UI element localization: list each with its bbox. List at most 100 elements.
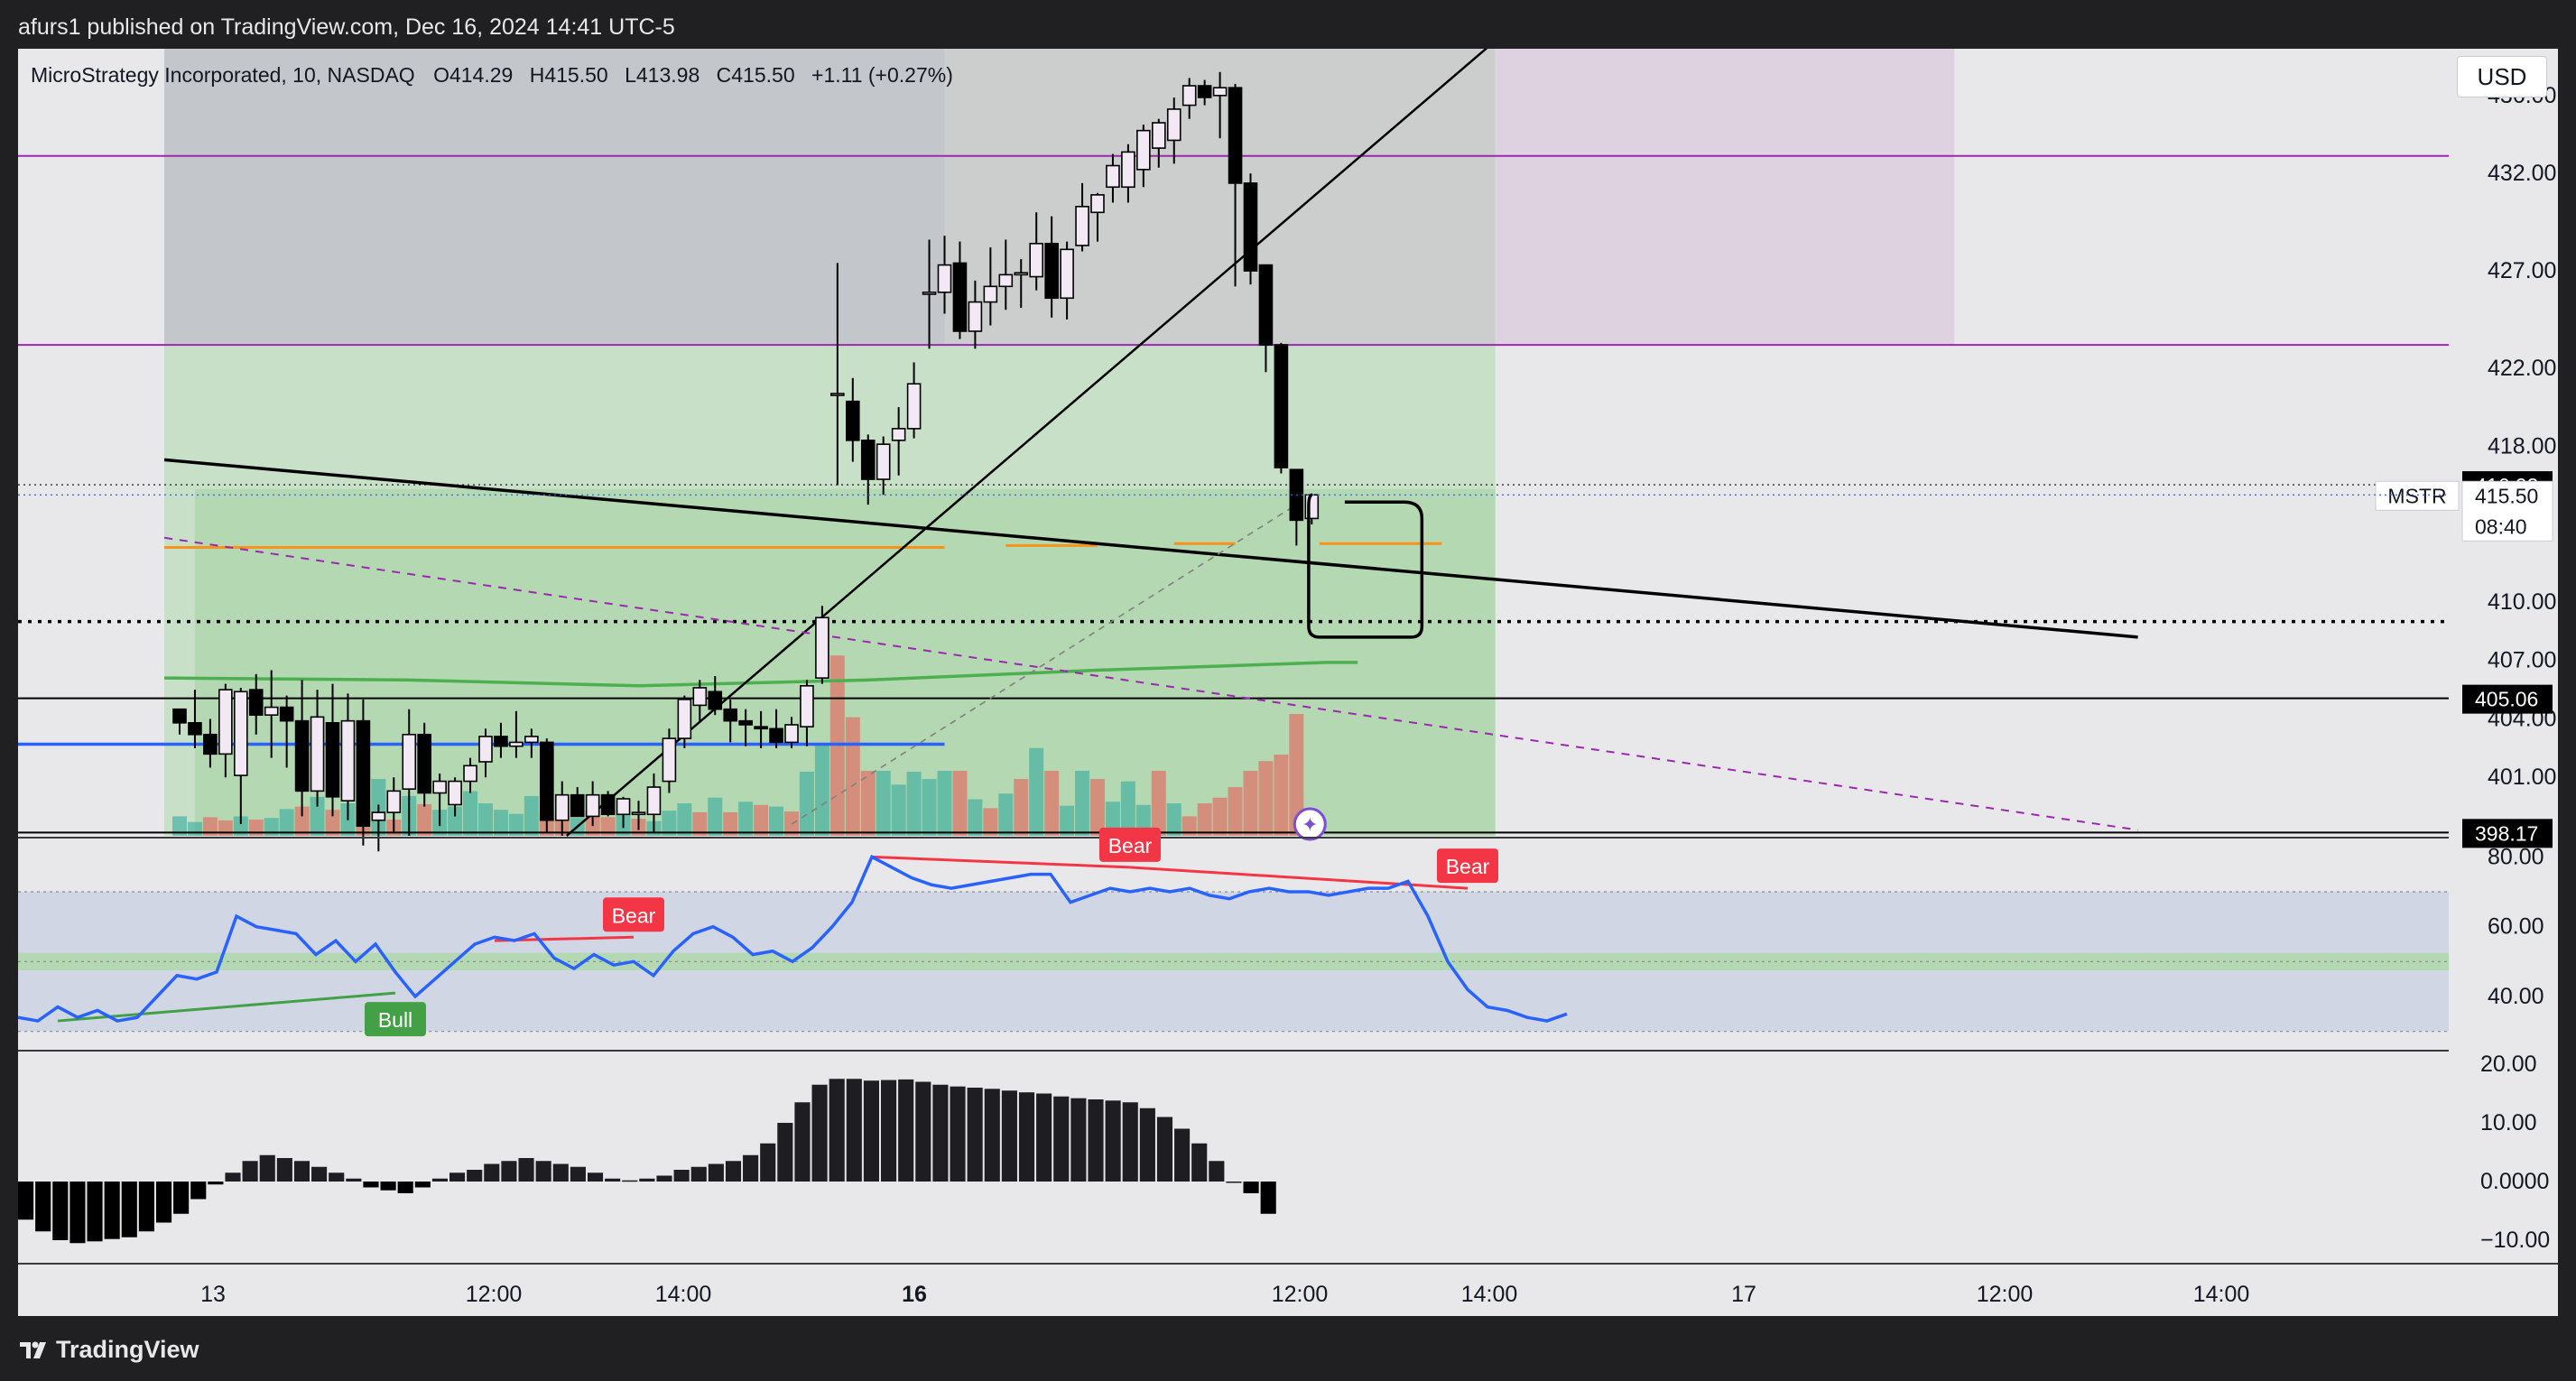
chart-area[interactable]: ✦BullBearBearBear436.00432.00427.00422.0…: [18, 49, 2558, 1316]
macd-histogram-bar: [1174, 1128, 1191, 1182]
rsi-tick-label: 40.00: [2488, 984, 2544, 1009]
candle-body: [1181, 85, 1197, 107]
macd-histogram-bar: [69, 1182, 86, 1244]
target-box: [1307, 493, 1424, 639]
candle: [1197, 79, 1212, 106]
close-value: 415.50: [731, 63, 795, 87]
candle: [891, 407, 906, 476]
price-tick-label: 410.00: [2488, 589, 2556, 615]
uptrend-line: [566, 49, 1488, 837]
macd-pane: [18, 1079, 1276, 1244]
candle-body: [600, 793, 616, 816]
volume-bar: [1197, 803, 1212, 836]
macd-histogram-bar: [1070, 1098, 1087, 1182]
pink-zone: [1495, 49, 1955, 346]
macd-histogram-bar: [587, 1172, 604, 1182]
time-tick-label: 12:00: [466, 1282, 523, 1307]
candle: [402, 709, 417, 836]
high-value: 415.50: [544, 63, 608, 87]
macd-histogram-bar: [605, 1178, 621, 1182]
candle-body: [860, 440, 876, 480]
volume-bar: [968, 799, 983, 836]
volume-bar: [310, 796, 325, 836]
macd-tick-label: 0.0000: [2480, 1169, 2549, 1194]
volume-bar: [1181, 816, 1197, 836]
candle: [1228, 83, 1243, 287]
ma-green-line: [164, 661, 1358, 688]
candle-body: [310, 716, 325, 792]
time-tick-label: 17: [1731, 1282, 1756, 1307]
price-tag-bg: [2461, 480, 2553, 542]
candle-body: [769, 728, 783, 744]
candle-body: [1044, 243, 1059, 300]
candle-body: [1258, 264, 1274, 346]
candle: [1106, 153, 1120, 203]
volume-bar: [906, 771, 922, 836]
price-tick-label: 422.00: [2488, 356, 2556, 381]
tradingview-logo[interactable]: TradingView: [18, 1336, 199, 1364]
candle-body: [876, 443, 891, 480]
macd-histogram-bar: [173, 1182, 190, 1214]
divergence-label-bg: [365, 1002, 426, 1037]
candle: [968, 280, 983, 349]
macd-histogram-bar: [1156, 1117, 1173, 1182]
candle: [784, 717, 799, 748]
volume-bar: [1014, 779, 1029, 836]
volume-bar: [891, 784, 906, 836]
candle: [1029, 212, 1043, 291]
candle: [356, 699, 371, 846]
candle: [172, 708, 187, 735]
volume-bar: [799, 771, 814, 836]
volume-bar: [202, 817, 218, 836]
macd-histogram-bar: [1209, 1161, 1225, 1182]
macd-histogram-bar: [121, 1182, 137, 1237]
macd-histogram-bar: [846, 1079, 862, 1182]
candle: [325, 683, 340, 817]
volume-bar: [600, 817, 616, 836]
gray-dashed-line: [791, 494, 1312, 825]
symbol-legend: MicroStrategy Incorporated, 10, NASDAQ O…: [31, 63, 964, 88]
volume-bar: [218, 820, 233, 836]
divergence-line: [871, 855, 1131, 869]
candle: [998, 239, 1014, 310]
macd-histogram-bar: [1088, 1099, 1104, 1182]
time-tick-label: 14:00: [2193, 1282, 2250, 1307]
symbol-name[interactable]: MicroStrategy Incorporated, 10, NASDAQ: [31, 63, 415, 87]
candle: [1243, 173, 1258, 285]
macd-histogram-bar: [293, 1161, 310, 1182]
idea-badge-icon: [1293, 807, 1327, 841]
candle-body: [172, 708, 187, 724]
candle: [294, 680, 310, 817]
candle: [1181, 78, 1197, 119]
volume-bar: [1029, 747, 1044, 836]
price-tag-text: 398.17: [2475, 821, 2538, 845]
candle-body: [325, 722, 340, 798]
volume-bars: [172, 655, 1304, 836]
macd-histogram-bar: [794, 1102, 811, 1182]
publish-info: afurs1 published on TradingView.com, Dec…: [18, 14, 675, 40]
candle: [279, 695, 294, 768]
chart-canvas[interactable]: ✦BullBearBearBear436.00432.00427.00422.0…: [18, 49, 2558, 1316]
volume-bar: [1228, 787, 1243, 836]
candle: [830, 263, 845, 486]
candle-body: [494, 736, 508, 747]
symbol-tag-bg: [2375, 480, 2460, 511]
time-tick-label: 12:00: [1272, 1282, 1329, 1307]
candle: [570, 787, 585, 818]
macd-histogram-bar: [1226, 1182, 1242, 1183]
candle: [1166, 97, 1181, 164]
currency-button[interactable]: USD: [2457, 56, 2547, 97]
volume-bar: [448, 806, 463, 836]
macd-histogram-bar: [1053, 1096, 1070, 1182]
candle: [448, 777, 462, 817]
candle: [708, 676, 723, 716]
gray-zone: [164, 49, 945, 346]
volume-bar: [723, 811, 738, 836]
volume-bar: [937, 771, 952, 836]
macd-histogram-bar: [1243, 1182, 1259, 1193]
candle-body: [800, 685, 814, 728]
volume-bar: [677, 803, 692, 836]
candle-body: [1274, 344, 1289, 468]
price-axis: 436.00432.00427.00422.00418.00410.00407.…: [2375, 49, 2558, 1316]
candle-body: [1121, 151, 1135, 189]
